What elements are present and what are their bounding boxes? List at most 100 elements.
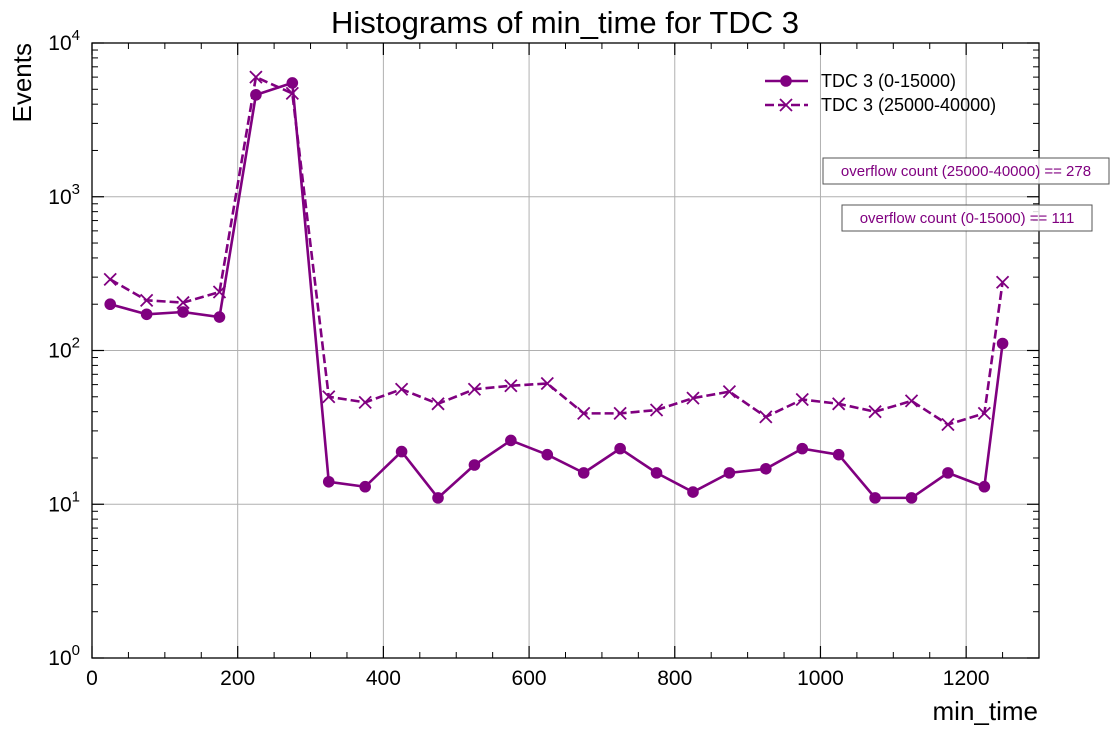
data-point <box>359 480 371 493</box>
x-tick-label: 200 <box>220 667 255 690</box>
annotation-text: overflow count (0-15000) == 111 <box>860 210 1075 227</box>
y-tick-label: 102 <box>48 335 80 363</box>
legend-label: TDC 3 (25000-40000) <box>821 95 996 115</box>
data-point <box>285 86 299 101</box>
legend-marker <box>779 98 793 112</box>
data-point <box>140 308 153 321</box>
data-point <box>649 403 664 417</box>
series-line <box>109 75 1004 426</box>
data-point <box>212 285 227 299</box>
data-point <box>358 395 372 409</box>
data-point <box>995 275 1010 289</box>
y-tick-base: 10 <box>48 493 71 516</box>
y-tick-label: 104 <box>48 27 80 55</box>
y-tick-exponent: 3 <box>72 181 80 198</box>
data-point <box>249 70 263 84</box>
grid <box>92 43 1039 658</box>
y-tick-base: 10 <box>48 32 71 55</box>
data-point <box>322 390 336 404</box>
data-point <box>760 463 772 475</box>
data-point <box>796 442 809 455</box>
series-2 <box>103 70 1010 432</box>
data-point <box>687 486 699 498</box>
data-point <box>904 394 919 408</box>
data-point <box>394 382 409 396</box>
annotations: overflow count (25000-40000) == 278 overf… <box>822 157 1110 232</box>
y-tick-exponent: 0 <box>72 642 80 659</box>
data-point <box>577 467 590 479</box>
data-point <box>650 467 663 479</box>
data-point <box>505 434 517 447</box>
data-point <box>322 475 335 488</box>
data-point <box>905 492 918 504</box>
data-point <box>577 406 591 421</box>
legend-label: TDC 3 (0-15000) <box>821 71 956 91</box>
annotation-box <box>841 204 1093 232</box>
y-tick-label: 101 <box>48 488 80 516</box>
data-point <box>468 459 481 471</box>
legend-item: TDC 3 (0-15000) <box>765 71 956 91</box>
data-point <box>977 406 992 421</box>
data-point <box>832 448 845 461</box>
x-tick-label: 400 <box>366 667 401 690</box>
y-axis-label: Events <box>7 43 37 123</box>
legend: TDC 3 (0-15000) TDC 3 (25000-40000) <box>765 71 996 115</box>
annotation-text: overflow count (25000-40000) == 278 <box>841 163 1091 180</box>
annotation: overflow count (25000-40000) == 278 <box>822 157 1110 185</box>
data-point <box>139 293 154 307</box>
y-tick-base: 10 <box>48 186 71 209</box>
data-point <box>614 442 626 455</box>
data-point <box>176 295 190 310</box>
series-1 <box>104 77 1009 504</box>
data-point <box>868 405 882 419</box>
y-tick-exponent: 2 <box>72 335 80 352</box>
data-point <box>431 397 445 411</box>
series-layer <box>103 70 1010 504</box>
x-tick-label: 800 <box>657 667 692 690</box>
data-point <box>613 406 627 421</box>
y-tick-label: 100 <box>48 642 80 670</box>
y-tick-label: 103 <box>48 181 80 209</box>
data-point <box>941 417 955 432</box>
data-point <box>177 306 189 318</box>
x-tick-label: 0 <box>86 667 98 690</box>
data-point <box>869 492 881 504</box>
data-point <box>978 480 991 493</box>
chart-title: Histograms of min_time for TDC 3 <box>331 5 799 40</box>
data-point <box>103 272 117 287</box>
y-tick-base: 10 <box>48 647 71 670</box>
data-point <box>996 337 1009 350</box>
annotation-box <box>822 157 1110 185</box>
y-tick-exponent: 1 <box>72 488 80 505</box>
x-tick-label: 600 <box>512 667 547 690</box>
series-line <box>109 81 1004 500</box>
x-tick-labels: 0 200 400 600 800 1000 1200 <box>86 667 989 690</box>
data-point <box>432 492 444 504</box>
x-axis-label: min_time <box>933 696 1038 726</box>
annotation: overflow count (0-15000) == 111 <box>841 204 1093 232</box>
data-point <box>795 392 809 407</box>
data-point <box>467 382 482 396</box>
data-point <box>686 391 700 405</box>
legend-marker <box>780 75 792 87</box>
data-point <box>759 410 773 424</box>
axis-ticks <box>91 42 1039 659</box>
x-tick-label: 1000 <box>797 667 844 690</box>
y-tick-base: 10 <box>48 340 71 363</box>
data-point <box>723 467 736 479</box>
data-point <box>504 379 518 393</box>
data-point <box>541 448 554 461</box>
data-point <box>540 376 554 391</box>
data-point <box>942 467 954 479</box>
x-tick-label: 1200 <box>943 667 990 690</box>
data-point <box>104 298 117 311</box>
data-point <box>722 385 737 399</box>
y-tick-exponent: 4 <box>72 27 80 44</box>
data-point <box>286 77 299 89</box>
data-point <box>213 311 226 323</box>
data-point <box>395 445 408 458</box>
legend-item: TDC 3 (25000-40000) <box>765 95 996 115</box>
data-point <box>832 397 846 411</box>
